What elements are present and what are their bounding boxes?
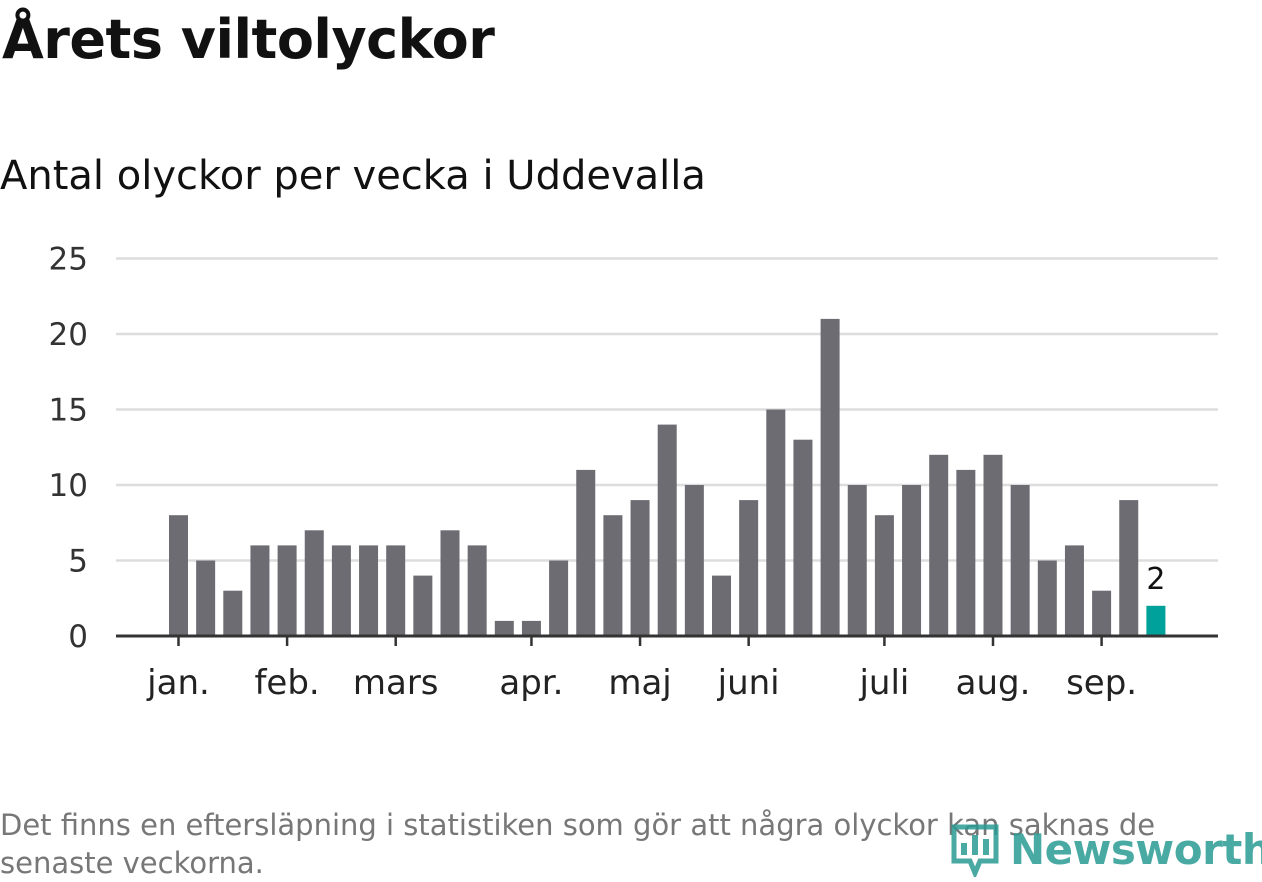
bar: [413, 575, 433, 636]
data-label: 2: [1146, 562, 1165, 597]
bar: [874, 515, 894, 636]
bar: [169, 515, 188, 636]
x-tick-label: maj: [608, 663, 671, 703]
y-tick-label: 20: [49, 317, 88, 353]
bar: [793, 439, 813, 636]
y-tick-label: 0: [68, 619, 88, 655]
bar: [1010, 485, 1030, 636]
bar: [196, 560, 216, 636]
bar: [712, 575, 731, 636]
bar: [847, 485, 867, 636]
bar-highlight: [1146, 605, 1166, 636]
newsworthy-logo-icon: [951, 824, 999, 877]
bar: [223, 590, 243, 636]
bar: [359, 545, 379, 636]
bar: [766, 409, 786, 636]
bar: [902, 485, 922, 636]
y-tick-labels: 0 5 10 15 20 25: [49, 242, 88, 656]
chart-title: Årets viltolyckor: [2, 8, 495, 71]
bar: [386, 545, 406, 636]
bar: [1037, 560, 1057, 636]
bar: [304, 530, 324, 636]
x-tick-label: mars: [353, 663, 439, 703]
bar: [630, 500, 650, 636]
bar: [440, 530, 460, 636]
bar: [331, 545, 351, 636]
bar-chart: 0 5 10 15 20 25 jan. feb. mars apr. maj juni juli au…: [49, 242, 1218, 703]
bar: [603, 515, 623, 636]
bar: [1119, 500, 1139, 636]
x-tick-label: feb.: [254, 663, 319, 703]
bar: [467, 545, 487, 636]
x-tick-label: juli: [858, 663, 909, 703]
x-tick-label: apr.: [499, 663, 563, 703]
x-tick-label: jan.: [146, 663, 210, 703]
newsworthy-logo-text: Newsworthy: [1010, 824, 1262, 874]
y-tick-label: 5: [68, 544, 88, 580]
y-tick-label: 10: [49, 468, 88, 504]
bar: [576, 469, 596, 636]
bar: [956, 469, 976, 636]
x-tick-label: aug.: [956, 663, 1031, 703]
bar: [250, 545, 270, 636]
bar: [277, 545, 297, 636]
bar: [929, 454, 949, 636]
bar: [494, 620, 514, 636]
bar: [820, 318, 840, 636]
chart-subtitle: Antal olyckor per vecka i Uddevalla: [0, 153, 706, 199]
x-tick-label: juni: [717, 663, 780, 703]
x-tick-labels: jan. feb. mars apr. maj juni juli aug. sep.: [146, 663, 1137, 703]
newsworthy-logo: Newsworthy: [950, 818, 1262, 880]
bar: [1064, 545, 1084, 636]
bar: [1092, 590, 1112, 636]
bar: [657, 424, 677, 636]
data-labels: 2: [1146, 562, 1165, 597]
bar: [983, 454, 1003, 636]
x-tick-label: sep.: [1066, 663, 1137, 703]
x-axis: [116, 634, 1218, 646]
bar: [549, 560, 569, 636]
bar: [739, 500, 759, 636]
y-tick-label: 15: [49, 393, 88, 429]
bar: [684, 485, 704, 636]
bar: [521, 620, 541, 636]
y-tick-label: 25: [49, 242, 88, 278]
bars: [169, 318, 1166, 636]
